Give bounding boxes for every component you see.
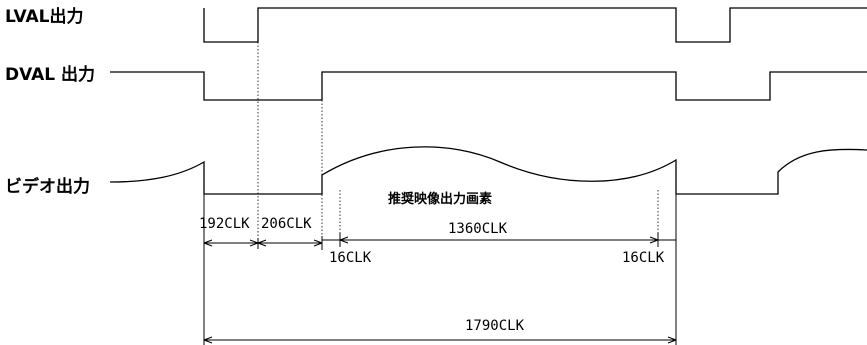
- recommended-pixels-label: 推奨映像出力画素: [388, 191, 492, 207]
- dimension-line-1360: [322, 233, 677, 255]
- clk-192-label: 192CLK: [199, 216, 250, 232]
- dimension-line-1790: [203, 336, 677, 344]
- dimension-line-1: [203, 236, 323, 250]
- video-waveform: [109, 146, 867, 195]
- lval-label: LVAL出力: [5, 6, 83, 27]
- clk-1790-label: 1790CLK: [465, 318, 525, 334]
- dval-waveform: [110, 71, 867, 101]
- dval-label: DVAL 出力: [5, 64, 95, 85]
- video-label: ビデオ出力: [5, 176, 90, 197]
- clk-1360-label: 1360CLK: [448, 221, 508, 237]
- lval-waveform: [203, 7, 867, 43]
- clk-16-right-label: 16CLK: [622, 250, 665, 266]
- clk-16-left-label: 16CLK: [329, 250, 372, 266]
- clk-206-label: 206CLK: [261, 216, 312, 232]
